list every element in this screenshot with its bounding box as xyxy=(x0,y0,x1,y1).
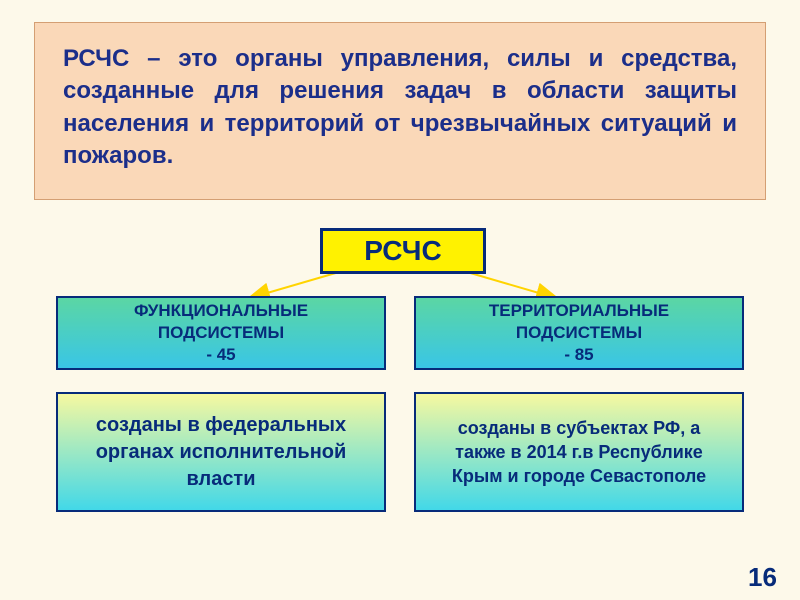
root-label: РСЧС xyxy=(364,235,441,267)
subsystem-left: ФУНКЦИОНАЛЬНЫЕ ПОДСИСТЕМЫ - 45 xyxy=(56,296,386,370)
subsystem-left-line2: ПОДСИСТЕМЫ xyxy=(158,322,284,344)
subsystem-left-line3: - 45 xyxy=(206,344,235,366)
page-number-value: 16 xyxy=(748,562,777,592)
definition-text: РСЧС – это органы управления, силы и сре… xyxy=(63,45,737,169)
description-right-text: созданы в субъектах РФ, а также в 2014 г… xyxy=(434,416,724,489)
page-number: 16 xyxy=(748,562,777,593)
subsystem-right-line2: ПОДСИСТЕМЫ xyxy=(516,322,642,344)
description-left-text: созданы в федеральных органах исполнител… xyxy=(76,412,366,493)
definition-box: РСЧС – это органы управления, силы и сре… xyxy=(34,22,766,200)
subsystem-left-line1: ФУНКЦИОНАЛЬНЫЕ xyxy=(134,300,308,322)
description-right: созданы в субъектах РФ, а также в 2014 г… xyxy=(414,392,744,512)
arrow-right xyxy=(460,270,556,298)
arrow-left xyxy=(250,270,346,298)
slide: РСЧС – это органы управления, силы и сре… xyxy=(0,0,800,600)
subsystem-right: ТЕРРИТОРИАЛЬНЫЕ ПОДСИСТЕМЫ - 85 xyxy=(414,296,744,370)
description-left: созданы в федеральных органах исполнител… xyxy=(56,392,386,512)
root-node: РСЧС xyxy=(320,228,486,274)
subsystem-right-line1: ТЕРРИТОРИАЛЬНЫЕ xyxy=(489,300,669,322)
subsystem-right-line3: - 85 xyxy=(564,344,593,366)
